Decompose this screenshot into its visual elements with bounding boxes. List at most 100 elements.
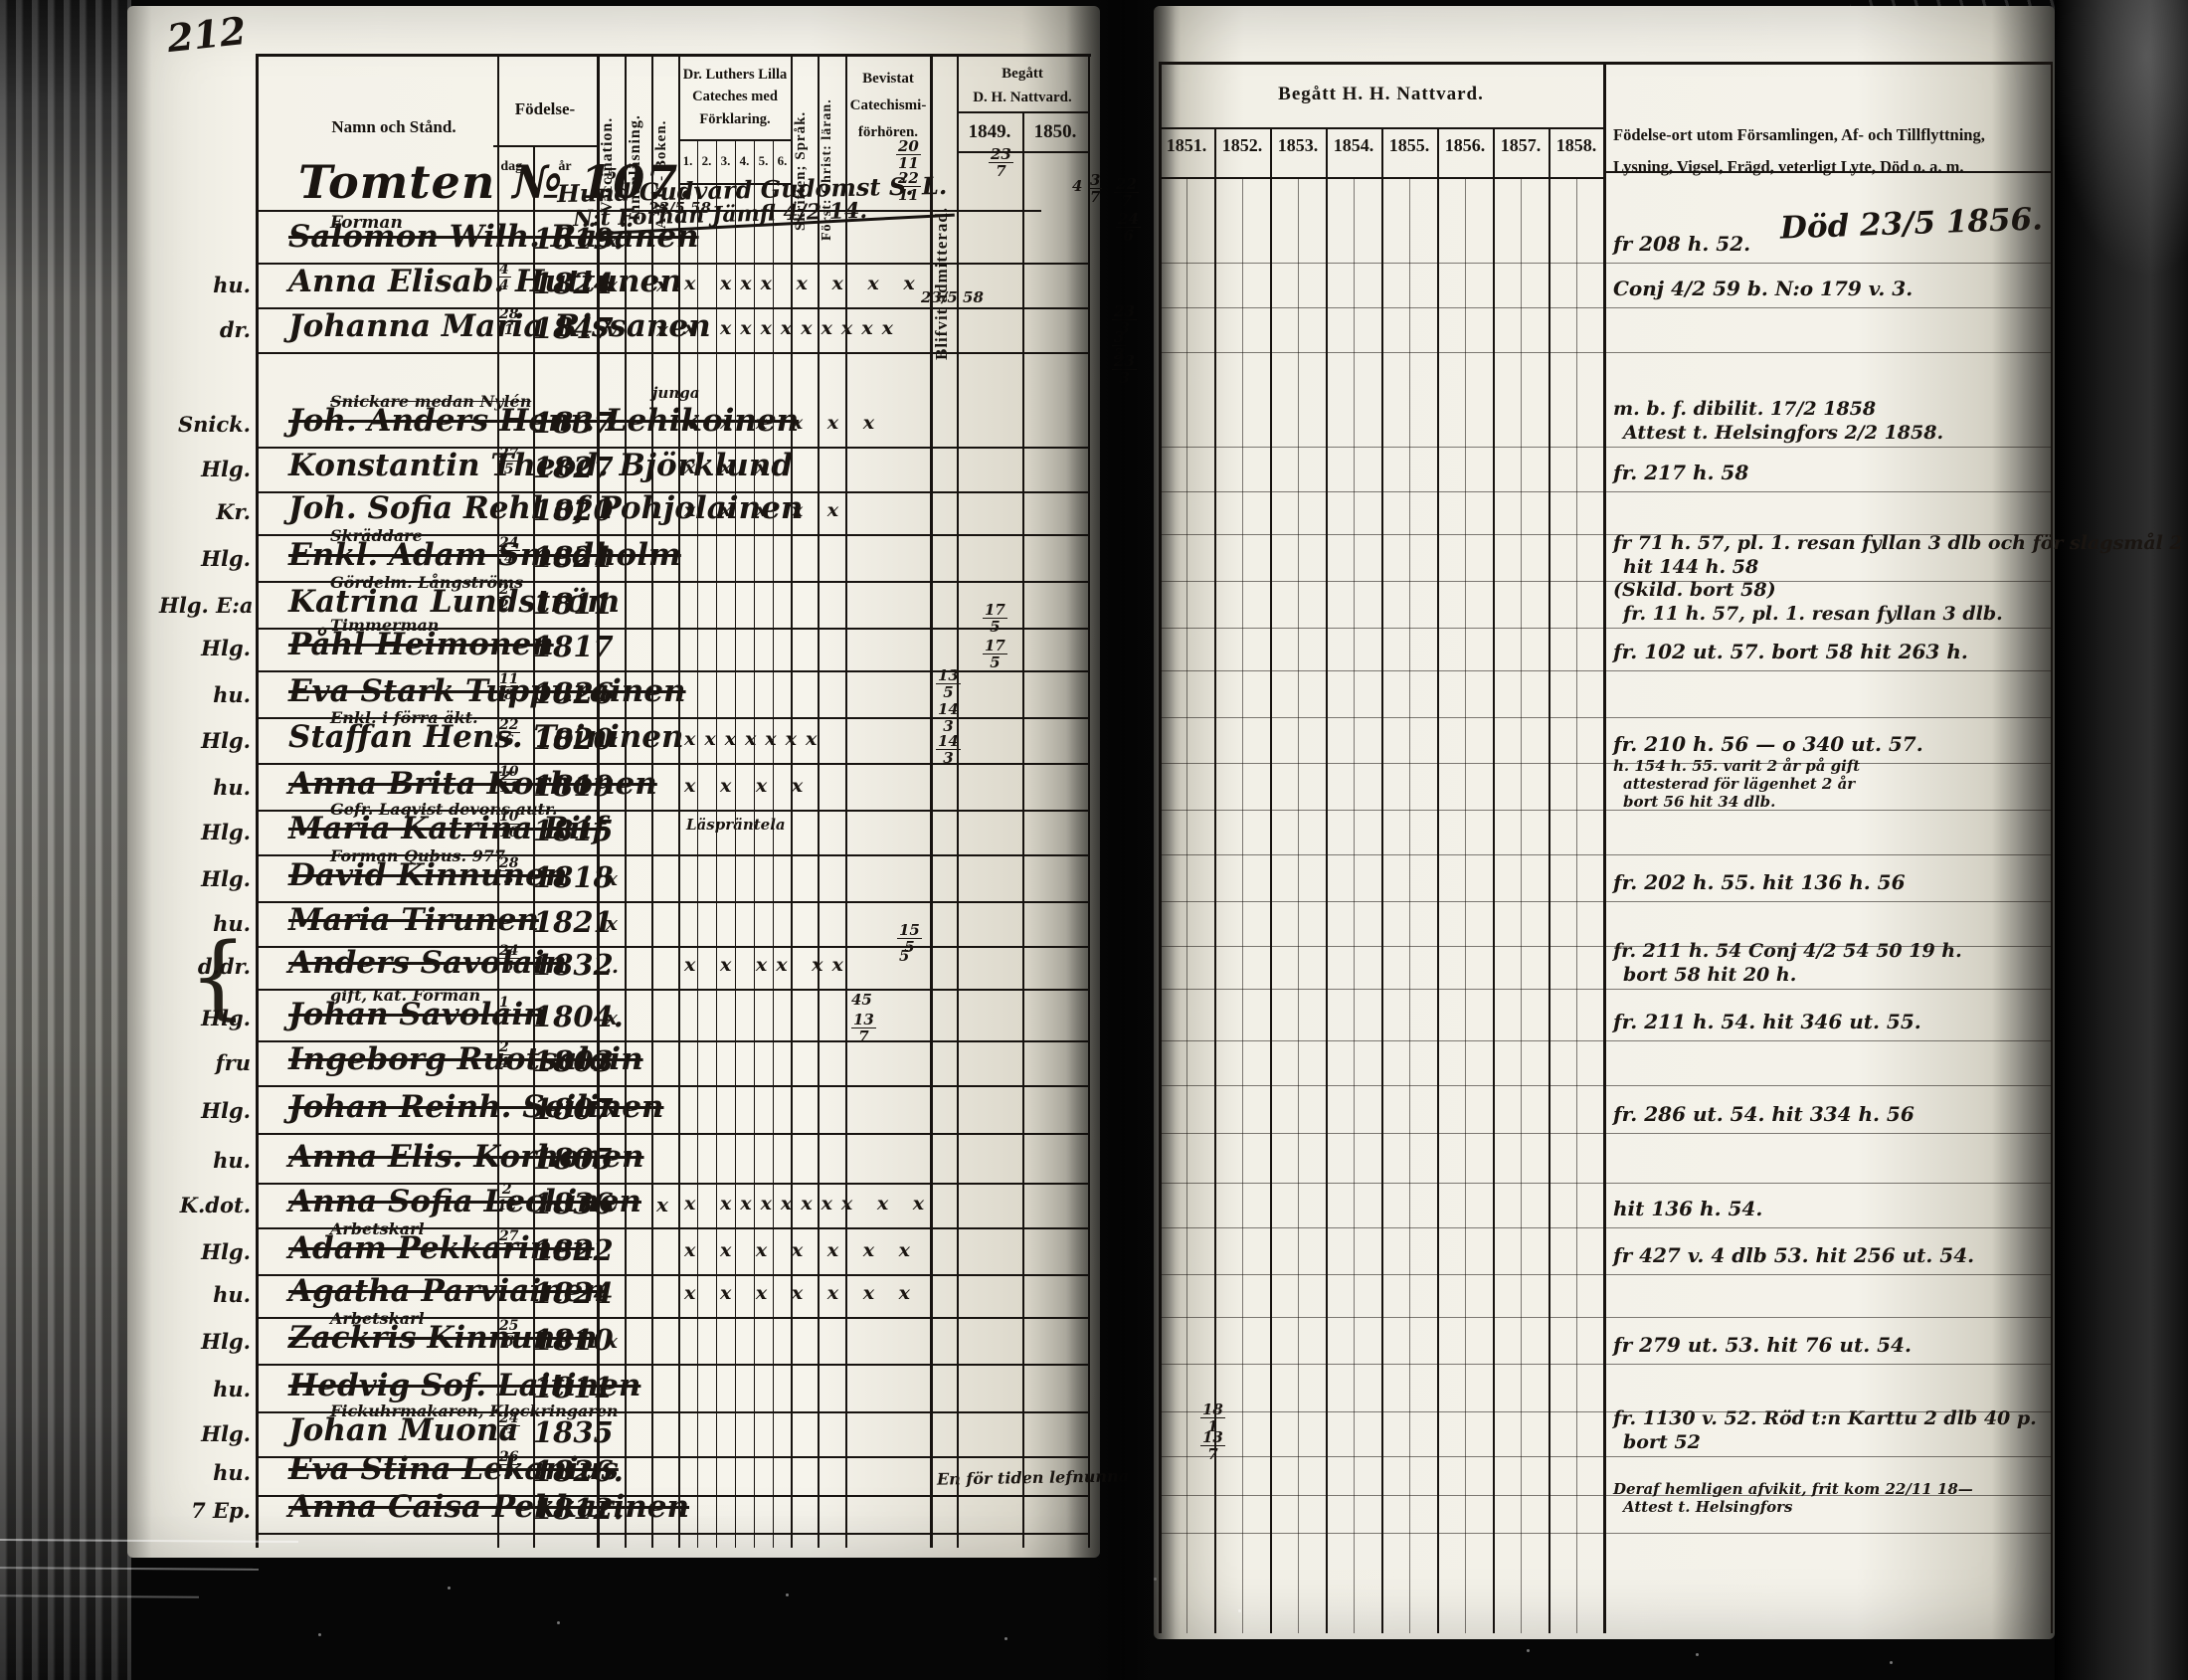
- row-remark: fr. 211 h. 54 Conj 4/2 54 50 19 h.: [1613, 940, 1962, 962]
- cell-mark: 22 11: [896, 171, 921, 203]
- row-birth-year: 1836: [533, 1187, 614, 1220]
- row-birth-year: 1821: [533, 905, 614, 939]
- grid-line-horizontal: [256, 1227, 1089, 1229]
- grid-line-horizontal: [256, 1274, 1089, 1276]
- row-name: Konstantin Theod. Björklund: [288, 448, 794, 483]
- luthers-subcolumn-number: 4.: [739, 153, 750, 168]
- grid-line-horizontal: [1159, 810, 2051, 812]
- grid-line-horizontal: [1159, 581, 2051, 583]
- film-speckle: [1696, 1653, 1699, 1656]
- grid-line-horizontal: [256, 1533, 1089, 1535]
- grid-line-vertical: [754, 139, 755, 1548]
- col-header-begatt-left: Begått D. H. Nattvard.: [973, 66, 1072, 105]
- row-birth-year: 1847: [533, 311, 614, 345]
- cell-mark: 17 5: [983, 639, 1007, 670]
- grid-line-horizontal: [1159, 447, 2051, 449]
- fraction: 22 11: [896, 169, 921, 204]
- film-speckle: [448, 1587, 451, 1589]
- grid-line-vertical: [773, 139, 774, 1548]
- row-vaccination-mark: x: [606, 911, 618, 935]
- grid-line-horizontal: [1159, 263, 2051, 265]
- fraction: 27 7: [497, 1228, 521, 1260]
- row-occupation-note: Arbetskarl: [330, 1219, 425, 1238]
- grid-line-horizontal: [256, 263, 1089, 265]
- fraction: 27 5: [497, 446, 521, 477]
- grid-line-horizontal: [256, 717, 1089, 719]
- row-birth-year: 1827: [533, 451, 614, 484]
- cell-mark: 54: [607, 165, 628, 183]
- row-birth-day: 26 5: [497, 1449, 521, 1481]
- row-prefix: Hlg.: [201, 1329, 251, 1354]
- grid-line-vertical: [1576, 177, 1577, 1633]
- grid-line-horizontal: [1159, 127, 1603, 129]
- row-occupation-note: Snickare medan Nylén: [330, 392, 532, 411]
- row-remark: (Skild. bort 58): [1613, 579, 1776, 601]
- row-birth-year: 1815: [533, 814, 614, 847]
- row-birth-day: 24 4: [497, 535, 521, 567]
- row-birth-year: 1824: [533, 267, 614, 300]
- cell-mark: 15 5: [897, 923, 922, 955]
- luthers-subcolumn-number: 1.: [682, 153, 693, 168]
- row-birth-year: 1807: [533, 1092, 614, 1126]
- fraction: 24 4: [497, 535, 521, 567]
- grid-line-vertical: [2051, 62, 2053, 1633]
- row-vaccination-mark: x: [606, 412, 618, 436]
- grid-line-vertical: [791, 54, 793, 1548]
- row-remark: hit 136 h. 54.: [1613, 1197, 1763, 1220]
- row-catechism-marks: x xxxxxxxxx: [684, 317, 902, 339]
- row-abc-mark: x: [656, 273, 668, 296]
- row-occupation-note: Gefr. Laqvist devons autr.: [330, 800, 558, 819]
- row-abc-mark: x: [656, 317, 668, 341]
- row-birth-day: 28 1: [497, 307, 521, 337]
- row-name: Eva Stark Tuppurainen: [288, 673, 686, 709]
- year-header-left: 1849.: [968, 121, 1011, 142]
- cell-mark: 18 1: [1200, 1402, 1225, 1434]
- row-prefix: hu.: [213, 1282, 251, 1307]
- row-occupation-note: Gördelm. Långströms: [330, 573, 524, 592]
- grid-line-vertical: [1549, 127, 1550, 1633]
- row-abc-note: junga: [652, 384, 700, 402]
- grid-line-horizontal: [256, 1456, 1089, 1458]
- row-name: Anna Sofia Leckinen: [288, 1184, 641, 1219]
- row-name: Katrina Lundström: [288, 584, 621, 620]
- row-remark: Attest t. Helsingfors: [1623, 1498, 1793, 1516]
- row-birth-year: 1818: [533, 860, 614, 894]
- grid-line-horizontal: [1159, 670, 2051, 672]
- cell-mark: 14 3: [936, 734, 961, 766]
- row-birth-year: 1819.: [533, 222, 624, 256]
- grid-line-vertical: [1521, 177, 1522, 1633]
- grid-line-horizontal: [1159, 352, 2051, 354]
- cell-mark: 23/5 58: [921, 288, 984, 306]
- film-speckle: [318, 1633, 321, 1636]
- row-remark: fr. 11 h. 57, pl. 1. resan fyllan 3 dlb.: [1623, 603, 2003, 625]
- fraction: 26 5: [497, 1449, 521, 1481]
- grid-line-horizontal: [1159, 1085, 2051, 1087]
- grid-line-horizontal: [1159, 1227, 2051, 1229]
- grid-line-horizontal: [256, 989, 1089, 991]
- row-catechism-marks: x x x x x x x: [684, 1239, 919, 1261]
- row-prefix: Hlg.: [201, 866, 251, 891]
- grid-line-horizontal: [256, 854, 1089, 856]
- row-catechism-marks: x xxx x x x x: [684, 273, 924, 294]
- year-header-left: 1850.: [1033, 121, 1077, 142]
- row-name: Enkl. Adam Smedholm: [288, 537, 681, 573]
- grid-line-horizontal: [1159, 1133, 2051, 1135]
- row-prefix: Snick.: [177, 412, 251, 437]
- cell-mark: 13 7: [1200, 1430, 1225, 1462]
- row-abc-mark: x: [656, 1193, 668, 1216]
- row-birth-year: 1826.: [533, 1454, 624, 1488]
- row-remark: fr 427 v. 4 dlb 53. hit 256 ut. 54.: [1613, 1243, 1975, 1267]
- grid-line-horizontal: [256, 491, 1089, 493]
- grid-line-horizontal: [678, 139, 791, 141]
- row-prefix: hu.: [213, 273, 251, 297]
- row-occupation-note: Forman Qubus. 977: [330, 846, 506, 865]
- grid-line-vertical: [651, 54, 653, 1548]
- row-catechism-marks: x x x x x x x: [684, 1282, 919, 1304]
- margin-brace: {: [189, 923, 248, 1029]
- row-prefix: Hlg.: [201, 1421, 251, 1446]
- left-page: [127, 6, 1100, 1558]
- film-speckle: [786, 1593, 789, 1596]
- row-catechism-marks: x x xx xx: [684, 954, 852, 976]
- cell-mark: 14 3: [936, 702, 961, 734]
